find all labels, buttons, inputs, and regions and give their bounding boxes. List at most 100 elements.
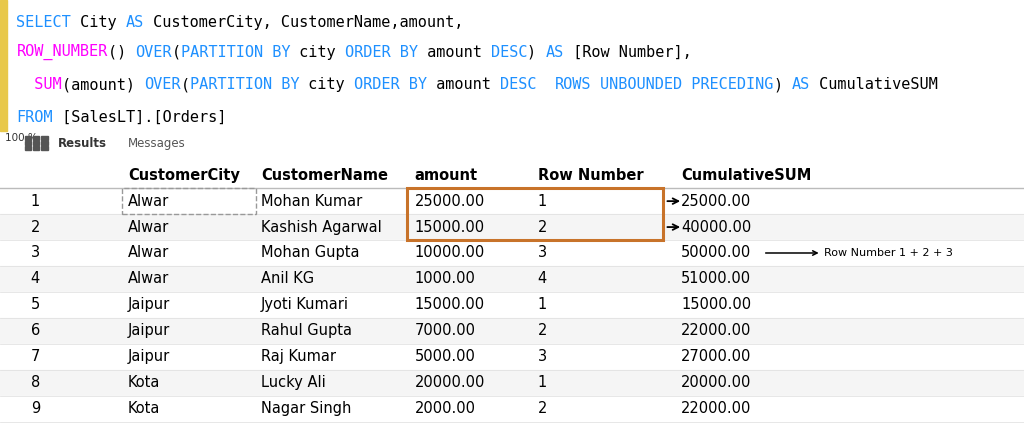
Text: Jaipur: Jaipur bbox=[128, 297, 170, 312]
Text: CumulativeSUM: CumulativeSUM bbox=[810, 77, 938, 92]
Text: 8: 8 bbox=[31, 375, 40, 390]
Text: Jyoti Kumari: Jyoti Kumari bbox=[261, 297, 349, 312]
Bar bbox=[41, 137, 47, 140]
Text: Nagar Singh: Nagar Singh bbox=[261, 401, 351, 416]
Text: 2: 2 bbox=[538, 323, 547, 338]
Bar bbox=[41, 146, 47, 150]
Text: 3: 3 bbox=[538, 246, 547, 261]
Text: amount: amount bbox=[418, 45, 490, 60]
Text: Mohan Kumar: Mohan Kumar bbox=[261, 193, 362, 208]
Bar bbox=[0, 214, 1024, 240]
Text: 3: 3 bbox=[31, 246, 40, 261]
Text: PARTITION BY: PARTITION BY bbox=[189, 77, 299, 92]
Text: 15000.00: 15000.00 bbox=[415, 297, 484, 312]
Text: 2: 2 bbox=[538, 220, 547, 235]
Text: 5: 5 bbox=[31, 297, 40, 312]
Text: city: city bbox=[290, 45, 345, 60]
Bar bbox=[0, 0, 7, 131]
Text: OVER: OVER bbox=[135, 45, 171, 60]
Text: Mohan Gupta: Mohan Gupta bbox=[261, 246, 359, 261]
Text: 4: 4 bbox=[538, 271, 547, 286]
Text: CumulativeSUM: CumulativeSUM bbox=[681, 168, 811, 183]
Text: 2000.00: 2000.00 bbox=[415, 401, 476, 416]
Text: ORDER BY: ORDER BY bbox=[354, 77, 427, 92]
Text: 25000.00: 25000.00 bbox=[681, 193, 752, 208]
Text: 51000.00: 51000.00 bbox=[681, 271, 751, 286]
Text: Row Number 1 + 2 + 3: Row Number 1 + 2 + 3 bbox=[766, 248, 953, 258]
Text: 100 %: 100 % bbox=[5, 134, 38, 143]
Text: 4: 4 bbox=[31, 271, 40, 286]
Text: 40000.00: 40000.00 bbox=[681, 220, 752, 235]
Bar bbox=[33, 141, 39, 145]
Bar bbox=[0, 395, 1024, 422]
Text: 20000.00: 20000.00 bbox=[681, 375, 752, 390]
Text: ): ) bbox=[774, 77, 792, 92]
Text: Alwar: Alwar bbox=[128, 193, 169, 208]
Text: amount: amount bbox=[415, 168, 478, 183]
Bar bbox=[0, 266, 1024, 292]
Text: [SalesLT].[Orders]: [SalesLT].[Orders] bbox=[53, 110, 226, 125]
Text: Jaipur: Jaipur bbox=[128, 323, 170, 338]
Text: 2: 2 bbox=[31, 220, 40, 235]
Bar bbox=[0, 370, 1024, 395]
Text: AS: AS bbox=[126, 15, 144, 30]
Text: 27000.00: 27000.00 bbox=[681, 349, 752, 364]
Text: Kashish Agarwal: Kashish Agarwal bbox=[261, 220, 382, 235]
Text: ): ) bbox=[527, 45, 546, 60]
Text: City: City bbox=[71, 15, 126, 30]
Text: Alwar: Alwar bbox=[128, 220, 169, 235]
Bar bbox=[41, 141, 47, 145]
Text: 1000.00: 1000.00 bbox=[415, 271, 475, 286]
Text: FROM: FROM bbox=[16, 110, 53, 125]
Text: Messages: Messages bbox=[128, 137, 185, 149]
Text: Lucky Ali: Lucky Ali bbox=[261, 375, 326, 390]
Text: 7000.00: 7000.00 bbox=[415, 323, 476, 338]
Text: SELECT: SELECT bbox=[16, 15, 71, 30]
Text: Kota: Kota bbox=[128, 375, 161, 390]
Text: 50000.00: 50000.00 bbox=[681, 246, 752, 261]
Text: 1: 1 bbox=[31, 193, 40, 208]
Text: ORDER BY: ORDER BY bbox=[345, 45, 418, 60]
Bar bbox=[0, 188, 1024, 214]
Text: Kota: Kota bbox=[128, 401, 161, 416]
Text: Jaipur: Jaipur bbox=[128, 349, 170, 364]
Bar bbox=[33, 137, 39, 140]
Text: 3: 3 bbox=[538, 349, 547, 364]
Text: 5000.00: 5000.00 bbox=[415, 349, 475, 364]
Text: 22000.00: 22000.00 bbox=[681, 401, 752, 416]
Text: 7: 7 bbox=[31, 349, 40, 364]
Text: OVER: OVER bbox=[144, 77, 180, 92]
Text: city: city bbox=[299, 77, 354, 92]
Text: 22000.00: 22000.00 bbox=[681, 323, 752, 338]
Text: 1: 1 bbox=[538, 297, 547, 312]
Bar bbox=[25, 137, 31, 140]
Text: SUM: SUM bbox=[16, 77, 62, 92]
Text: CustomerCity, CustomerName,amount,: CustomerCity, CustomerName,amount, bbox=[144, 15, 464, 30]
Text: PARTITION BY: PARTITION BY bbox=[180, 45, 290, 60]
Bar bbox=[0, 318, 1024, 344]
Text: 2: 2 bbox=[538, 401, 547, 416]
Bar bbox=[25, 146, 31, 150]
Text: 1: 1 bbox=[538, 193, 547, 208]
Text: DESC: DESC bbox=[490, 45, 527, 60]
Text: Row Number: Row Number bbox=[538, 168, 643, 183]
Text: CustomerName: CustomerName bbox=[261, 168, 388, 183]
Text: (: ( bbox=[171, 45, 180, 60]
Text: CustomerCity: CustomerCity bbox=[128, 168, 240, 183]
Bar bbox=[33, 146, 39, 150]
Bar bbox=[0, 240, 1024, 266]
Bar bbox=[0, 344, 1024, 370]
Text: 9: 9 bbox=[31, 401, 40, 416]
Text: ROW_NUMBER: ROW_NUMBER bbox=[16, 44, 108, 60]
Text: UNBOUNDED PRECEDING: UNBOUNDED PRECEDING bbox=[600, 77, 774, 92]
Text: amount: amount bbox=[427, 77, 500, 92]
Text: ROWS: ROWS bbox=[555, 77, 591, 92]
Bar bbox=[122, 188, 256, 214]
Text: 6: 6 bbox=[31, 323, 40, 338]
Text: AS: AS bbox=[546, 45, 564, 60]
Text: 15000.00: 15000.00 bbox=[415, 220, 484, 235]
Text: Results: Results bbox=[58, 137, 108, 149]
Text: 10000.00: 10000.00 bbox=[415, 246, 485, 261]
Bar bbox=[407, 188, 663, 240]
Text: (amount): (amount) bbox=[62, 77, 144, 92]
